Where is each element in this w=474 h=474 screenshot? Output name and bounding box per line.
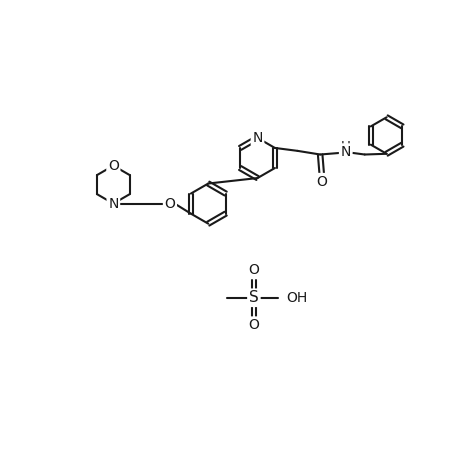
Text: O: O [164,197,175,210]
Text: O: O [108,159,119,173]
Text: O: O [317,174,328,189]
Text: N: N [252,131,263,145]
Text: OH: OH [287,291,308,305]
Text: H: H [341,140,351,153]
Text: S: S [249,290,259,305]
Text: O: O [248,264,259,277]
Text: N: N [340,145,351,159]
Text: O: O [248,318,259,332]
Text: N: N [108,197,118,210]
